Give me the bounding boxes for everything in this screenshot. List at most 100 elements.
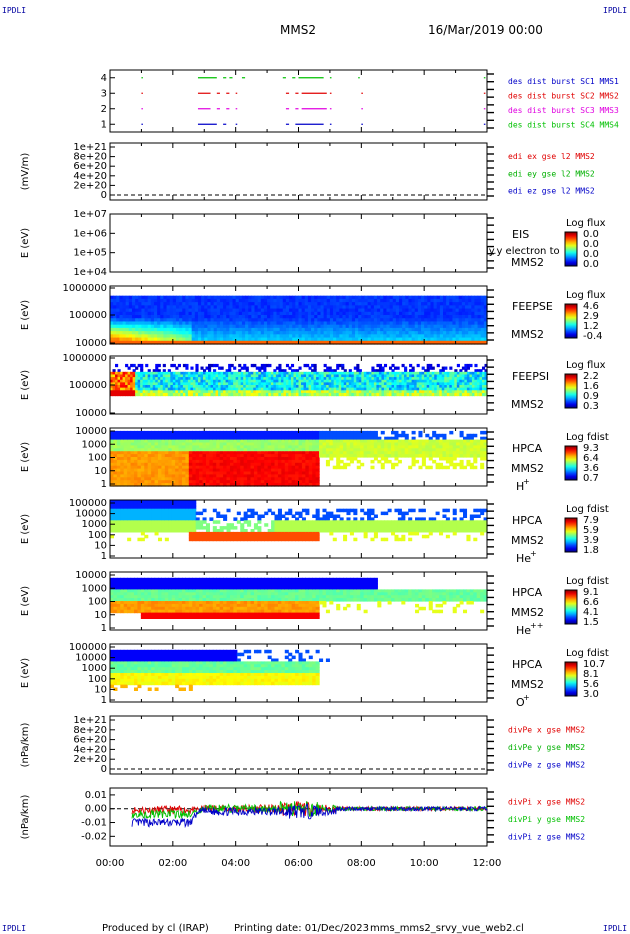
- feepsi-cell: [471, 379, 476, 383]
- feepse-cell: [232, 311, 237, 316]
- feepse-cell: [449, 321, 454, 326]
- feepse-cell: [408, 324, 413, 329]
- feepsi-cell: [411, 366, 415, 370]
- hpca_h-cell: [223, 433, 228, 438]
- feepsi-cell: [376, 374, 380, 378]
- hpca_h-cell: [305, 471, 310, 475]
- feepsi-cell: [371, 379, 375, 383]
- feepse-cell: [430, 327, 435, 332]
- feepse-cell: [399, 327, 403, 332]
- feepsi-cell: [484, 369, 488, 373]
- feepse-cell: [116, 298, 121, 303]
- feepsi-cell: [253, 385, 257, 389]
- feepse-cell: [295, 298, 300, 303]
- feepse-cell: [471, 340, 476, 345]
- feepsi-cell: [147, 379, 151, 383]
- feepse-cell: [163, 340, 168, 345]
- feepsi-cell: [293, 392, 297, 397]
- feepsi-cell: [469, 382, 473, 386]
- feepse-cell: [317, 315, 322, 319]
- hpca_h-cell: [133, 459, 139, 464]
- hpca_h-cell: [260, 442, 265, 446]
- hpca_h-cell: [181, 468, 186, 473]
- feepse-cell: [175, 334, 180, 339]
- feepsi-cell: [383, 363, 388, 368]
- feepse-cell: [245, 308, 249, 313]
- feepse-cell: [160, 331, 165, 335]
- hpca_h-cell: [209, 436, 214, 441]
- feepse-cell: [471, 308, 476, 313]
- hpca_h-cell: [277, 442, 282, 446]
- feepse-cell: [267, 340, 271, 345]
- feepsi-cell: [456, 371, 460, 376]
- feepse-cell: [405, 334, 410, 339]
- hpca_h-cell: [140, 462, 145, 467]
- feepse-cell: [392, 308, 397, 313]
- hpca_h-cell: [226, 477, 231, 481]
- eis-instrument: EIS: [512, 228, 529, 241]
- hpca_h-cell: [288, 471, 293, 475]
- feepse-cell: [446, 298, 450, 303]
- feepsi-cell: [248, 382, 252, 386]
- feepsi-cell: [192, 374, 197, 378]
- feepse-cell: [267, 315, 271, 319]
- hpca_h-cell: [229, 454, 234, 458]
- feepsi-cell: [273, 382, 277, 386]
- feepse-cell: [351, 318, 356, 323]
- hpca_h-cell: [116, 465, 121, 470]
- hpca_h-cell: [223, 465, 228, 470]
- feepsi-cell: [238, 371, 242, 376]
- feepsi-cell: [117, 385, 121, 389]
- feepse-cell: [110, 295, 114, 300]
- feepsi-cell: [476, 379, 481, 383]
- feepse-cell: [389, 315, 394, 319]
- feepse-cell: [370, 334, 375, 339]
- hpca_h-cell: [188, 439, 193, 444]
- feepsi-cell: [200, 377, 204, 381]
- feepse-cell: [301, 331, 306, 335]
- feepsi-cell: [140, 385, 144, 389]
- feepsi-cell: [298, 366, 302, 370]
- feepse-cell: [257, 302, 262, 306]
- feepse-cell: [157, 324, 161, 329]
- hpca_h-cell: [199, 477, 204, 481]
- hpca_h-cell: [171, 474, 176, 478]
- hpca_h-cell: [298, 439, 303, 444]
- hpca_h-cell: [308, 483, 313, 487]
- hpca_h-cell: [360, 433, 365, 438]
- hpca_h-cell: [223, 448, 228, 452]
- feepsi-cell: [152, 379, 156, 383]
- hpca_h-cell: [298, 483, 303, 487]
- feepse-cell: [458, 324, 463, 329]
- feepsi-cell: [366, 374, 370, 378]
- feepsi-cell: [431, 371, 435, 376]
- hpca_h-cell: [123, 433, 128, 438]
- feepse-cell: [317, 298, 322, 303]
- feepse-cell: [424, 327, 428, 332]
- hpca_h-cell: [192, 442, 197, 446]
- hpca_h-cell: [133, 451, 139, 455]
- feepse-cell: [270, 305, 274, 310]
- hpca_h-cell: [360, 439, 365, 444]
- hpca_h-cell: [329, 454, 334, 458]
- feepse-cell: [402, 295, 406, 300]
- hpca_h-cell: [339, 442, 344, 446]
- feepse-cell: [439, 334, 444, 339]
- feepse-cell: [358, 295, 362, 300]
- hpca_h-cell: [178, 477, 183, 481]
- hpca_h-cell: [110, 474, 115, 478]
- feepsi-cell: [215, 392, 219, 397]
- feepse-cell: [443, 318, 447, 323]
- feepse-cell: [153, 305, 158, 310]
- feepse-cell: [333, 295, 337, 300]
- feepsi-cell: [303, 379, 307, 383]
- feepsi-cell: [135, 366, 139, 370]
- feepsi-cell: [476, 382, 481, 386]
- feepsi-cell: [358, 385, 362, 389]
- feepse-cell: [110, 315, 114, 319]
- feepse-cell: [392, 331, 397, 335]
- feepse-cell: [402, 298, 406, 303]
- hpca_h-cell: [185, 465, 190, 470]
- feepse-cell: [213, 324, 218, 329]
- feepse-cell: [169, 308, 174, 313]
